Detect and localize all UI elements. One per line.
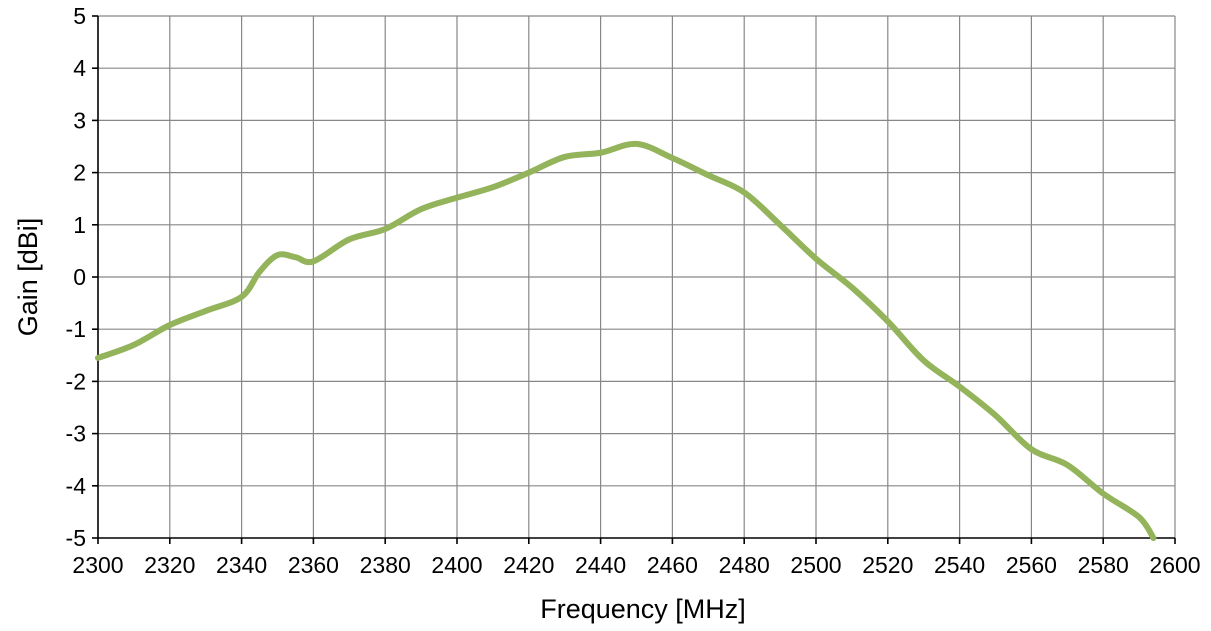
- y-tick-label: -4: [66, 473, 87, 499]
- axes: [92, 15, 1176, 544]
- y-tick-label: 5: [73, 3, 86, 29]
- x-tick-label: 2580: [1078, 552, 1129, 578]
- x-tick-label: 2480: [719, 552, 770, 578]
- y-tick-label: 0: [73, 264, 86, 290]
- x-tick-label: 2300: [72, 552, 123, 578]
- x-tick-label: 2440: [575, 552, 626, 578]
- x-tick-label: 2340: [216, 552, 267, 578]
- y-tick-label: -3: [66, 421, 86, 447]
- y-tick-label: -2: [66, 368, 86, 394]
- x-tick-label: 2420: [503, 552, 554, 578]
- x-tick-label: 2360: [288, 552, 339, 578]
- x-tick-label: 2320: [144, 552, 195, 578]
- x-tick-label: 2400: [431, 552, 482, 578]
- y-tick-label: 2: [73, 160, 86, 186]
- x-tick-label: 2600: [1149, 552, 1200, 578]
- x-tick-label: 2500: [790, 552, 841, 578]
- y-tick-label: 3: [73, 107, 86, 133]
- x-axis-title: Frequency [MHz]: [540, 594, 746, 624]
- y-axis-title: Gain [dBi]: [13, 218, 43, 337]
- y-tick-label: -1: [66, 316, 86, 342]
- x-tick-label: 2380: [360, 552, 411, 578]
- x-tick-label: 2540: [934, 552, 985, 578]
- gain-series-line: [95, 140, 1157, 541]
- x-tick-label: 2560: [1006, 552, 1057, 578]
- tick-labels: 2300 2320 2340 2360 2380 2400 2420 2440 2460 2480…: [66, 3, 1201, 578]
- grid: [98, 15, 1176, 538]
- y-tick-label: 4: [73, 55, 86, 81]
- y-tick-label: -5: [66, 525, 86, 551]
- x-tick-label: 2460: [647, 552, 698, 578]
- y-tick-label: 1: [73, 212, 86, 238]
- series-layer: [95, 140, 1157, 541]
- x-tick-label: 2520: [862, 552, 913, 578]
